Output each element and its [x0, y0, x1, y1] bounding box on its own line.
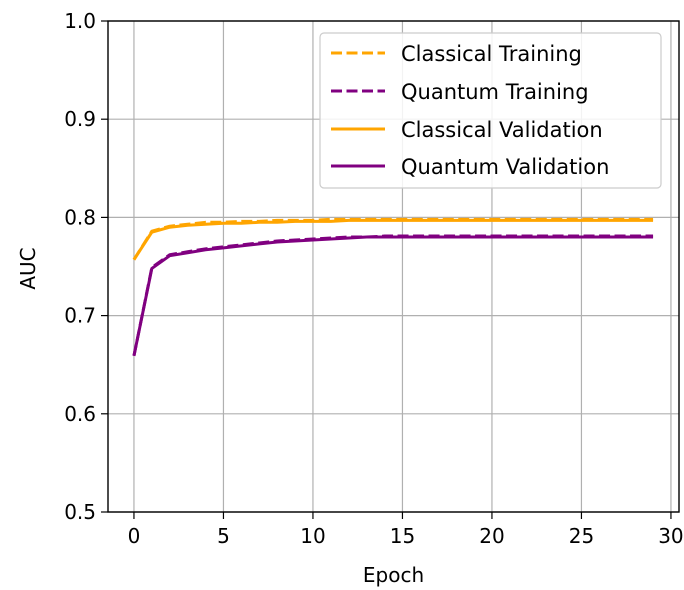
legend-box — [319, 32, 662, 189]
x-tick-label: 20 — [479, 524, 504, 548]
y-tick-label: 0.6 — [64, 402, 96, 426]
y-tick-label: 0.8 — [64, 205, 96, 229]
legend-entry-label: Quantum Validation — [401, 155, 609, 179]
y-axis-label: AUC — [16, 247, 40, 289]
x-tick-label: 10 — [300, 524, 325, 548]
legend-entry-label: Quantum Training — [401, 80, 589, 104]
x-tick-label: 15 — [390, 524, 415, 548]
plot-frame — [107, 20, 680, 513]
axis-ticks: 0 5 10 15 20 25 30 0.5 0.6 0.7 0.8 0.9 1.0 — [64, 9, 683, 548]
legend-entry-label: Classical Validation — [401, 118, 603, 142]
x-axis-label: Epoch — [363, 563, 424, 587]
x-tick-label: 0 — [128, 524, 141, 548]
y-tick-label: 0.5 — [64, 500, 96, 524]
y-tick-label: 1.0 — [64, 9, 96, 33]
x-tick-label: 25 — [569, 524, 594, 548]
legend-entry-label: Classical Training — [401, 42, 582, 66]
series-line-quantum-validation — [132, 235, 654, 357]
y-tick-label: 0.9 — [64, 107, 96, 131]
legend: Classical Training Quantum Training Classi… — [319, 32, 662, 189]
series-layer — [132, 217, 654, 357]
x-tick-label: 30 — [658, 524, 683, 548]
x-tick-label: 5 — [217, 524, 230, 548]
series-line-classical-validation — [132, 218, 654, 261]
y-tick-label: 0.7 — [64, 304, 96, 328]
